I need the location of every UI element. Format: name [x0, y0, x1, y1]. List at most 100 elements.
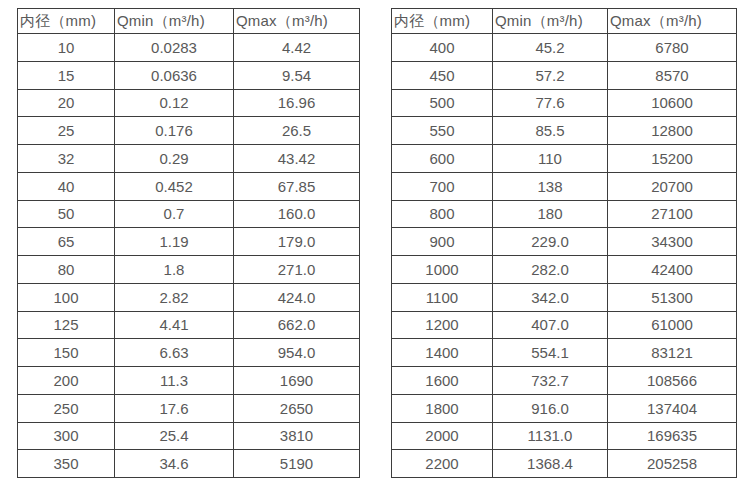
table-row: 250.17626.5 [18, 117, 360, 145]
table-cell: 180 [493, 200, 608, 228]
table-cell: 800 [392, 200, 493, 228]
table-cell: 32 [18, 145, 115, 173]
table-cell: 424.0 [234, 283, 360, 311]
column-header-qmax: Qmax（m³/h) [234, 9, 360, 34]
table-cell: 1800 [392, 394, 493, 422]
table-cell: 342.0 [493, 283, 608, 311]
table-cell: 45.2 [493, 34, 608, 62]
table-cell: 17.6 [115, 394, 234, 422]
table-cell: 400 [392, 34, 493, 62]
table-cell: 2.82 [115, 283, 234, 311]
table-cell: 300 [18, 422, 115, 450]
table-cell: 6780 [608, 34, 737, 62]
table-header-row: 内径（mm) Qmin（m³/h) Qmax（m³/h) [392, 9, 737, 34]
table-row: 1800916.0137404 [392, 394, 737, 422]
table-cell: 61000 [608, 311, 737, 339]
table-cell: 169635 [608, 422, 737, 450]
table-cell: 1.19 [115, 228, 234, 256]
table-cell: 0.29 [115, 145, 234, 173]
table-cell: 900 [392, 228, 493, 256]
table-cell: 83121 [608, 339, 737, 367]
table-cell: 9.54 [234, 61, 360, 89]
table-cell: 25 [18, 117, 115, 145]
table-cell: 2000 [392, 422, 493, 450]
table-cell: 15200 [608, 145, 737, 173]
table-row: 801.8271.0 [18, 256, 360, 284]
table-cell: 11.3 [115, 367, 234, 395]
table-cell: 1100 [392, 283, 493, 311]
table-cell: 57.2 [493, 61, 608, 89]
table-row: 1254.41662.0 [18, 311, 360, 339]
table-cell: 5190 [234, 450, 360, 478]
table-cell: 3810 [234, 422, 360, 450]
flow-spec-table-small-diameters: 内径（mm) Qmin（m³/h) Qmax（m³/h) 100.02834.4… [17, 8, 360, 478]
table-cell: 0.12 [115, 89, 234, 117]
table-cell: 4.42 [234, 34, 360, 62]
table-cell: 34.6 [115, 450, 234, 478]
table-cell: 954.0 [234, 339, 360, 367]
table-row: 50077.610600 [392, 89, 737, 117]
table-row: 1400554.183121 [392, 339, 737, 367]
table-row: 70013820700 [392, 172, 737, 200]
table-cell: 350 [18, 450, 115, 478]
table-cell: 40 [18, 172, 115, 200]
table-cell: 916.0 [493, 394, 608, 422]
table-cell: 550 [392, 117, 493, 145]
table-row: 1600732.7108566 [392, 367, 737, 395]
table-cell: 110 [493, 145, 608, 173]
table-cell: 2200 [392, 450, 493, 478]
table-body: 40045.2678045057.2857050077.61060055085.… [392, 34, 737, 478]
table-row: 1100342.051300 [392, 283, 737, 311]
table-cell: 65 [18, 228, 115, 256]
table-cell: 407.0 [493, 311, 608, 339]
table-cell: 700 [392, 172, 493, 200]
table-cell: 100 [18, 283, 115, 311]
table-cell: 137404 [608, 394, 737, 422]
table-cell: 500 [392, 89, 493, 117]
table-cell: 1400 [392, 339, 493, 367]
table-cell: 1368.4 [493, 450, 608, 478]
table-cell: 1131.0 [493, 422, 608, 450]
table-row: 900229.034300 [392, 228, 737, 256]
table-cell: 20700 [608, 172, 737, 200]
table-cell: 12800 [608, 117, 737, 145]
table-row: 150.06369.54 [18, 61, 360, 89]
column-header-qmax: Qmax（m³/h) [608, 9, 737, 34]
column-header-qmin: Qmin（m³/h) [493, 9, 608, 34]
table-cell: 179.0 [234, 228, 360, 256]
table-row: 1200407.061000 [392, 311, 737, 339]
table-cell: 0.7 [115, 200, 234, 228]
column-header-qmin: Qmin（m³/h) [115, 9, 234, 34]
table-header-row: 内径（mm) Qmin（m³/h) Qmax（m³/h) [18, 9, 360, 34]
table-cell: 27100 [608, 200, 737, 228]
table-cell: 51300 [608, 283, 737, 311]
table-row: 1506.63954.0 [18, 339, 360, 367]
table-row: 30025.43810 [18, 422, 360, 450]
table-cell: 16.96 [234, 89, 360, 117]
table-cell: 2650 [234, 394, 360, 422]
table-row: 100.02834.42 [18, 34, 360, 62]
table-cell: 50 [18, 200, 115, 228]
table-cell: 200 [18, 367, 115, 395]
table-cell: 138 [493, 172, 608, 200]
table-cell: 205258 [608, 450, 737, 478]
flow-spec-table-large-diameters: 内径（mm) Qmin（m³/h) Qmax（m³/h) 40045.26780… [391, 8, 737, 478]
table-cell: 4.41 [115, 311, 234, 339]
table-row: 500.7160.0 [18, 200, 360, 228]
table-cell: 20 [18, 89, 115, 117]
table-row: 55085.512800 [392, 117, 737, 145]
table-row: 22001368.4205258 [392, 450, 737, 478]
table-row: 400.45267.85 [18, 172, 360, 200]
table-cell: 25.4 [115, 422, 234, 450]
page: 内径（mm) Qmin（m³/h) Qmax（m³/h) 100.02834.4… [0, 0, 750, 483]
table-cell: 0.0636 [115, 61, 234, 89]
table-row: 35034.65190 [18, 450, 360, 478]
table-cell: 67.85 [234, 172, 360, 200]
table-cell: 15 [18, 61, 115, 89]
table-cell: 10600 [608, 89, 737, 117]
table-cell: 0.176 [115, 117, 234, 145]
table-cell: 732.7 [493, 367, 608, 395]
table-cell: 600 [392, 145, 493, 173]
table-row: 80018027100 [392, 200, 737, 228]
table-cell: 26.5 [234, 117, 360, 145]
